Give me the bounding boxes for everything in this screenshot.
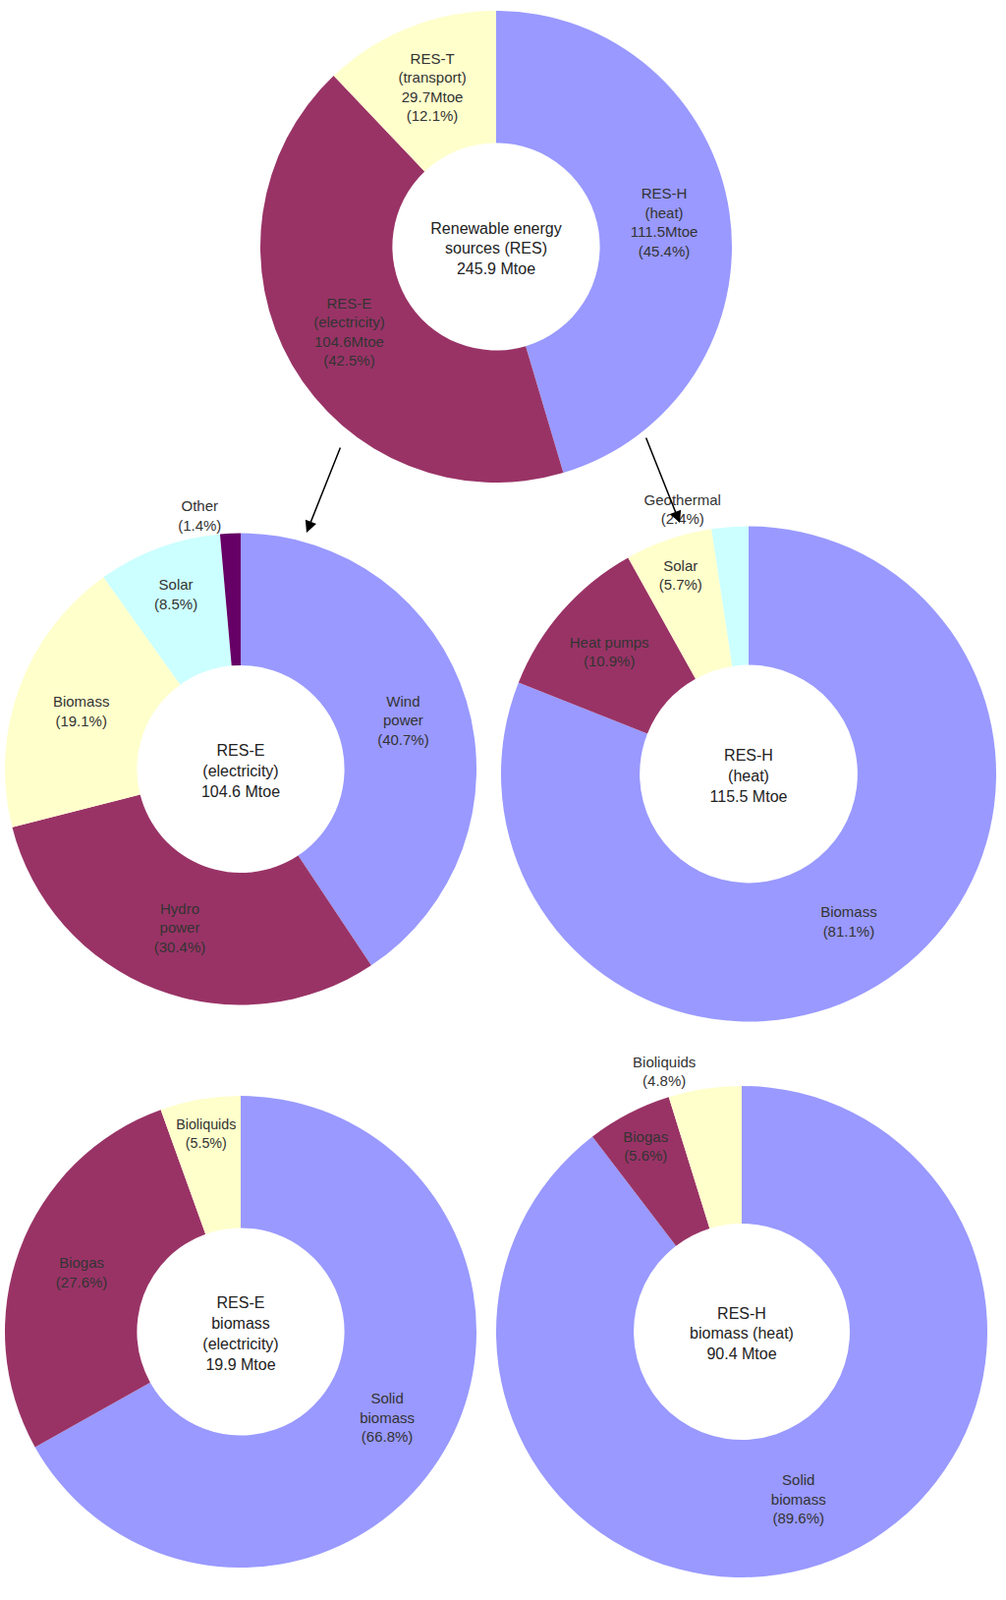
svg-text:Geothermal(2.4%): Geothermal(2.4%) (644, 491, 722, 528)
svg-text:Windpower(40.7%): Windpower(40.7%) (377, 692, 430, 748)
svg-text:Bioliquids(4.8%): Bioliquids(4.8%) (632, 1053, 696, 1090)
svg-text:Biomass(19.1%): Biomass(19.1%) (53, 692, 111, 729)
svg-text:Bioliquids(5.5%): Bioliquids(5.5%) (175, 1116, 236, 1151)
svg-text:Heat pumps(10.9%): Heat pumps(10.9%) (569, 633, 650, 671)
svg-text:Biogas(5.6%): Biogas(5.6%) (622, 1127, 669, 1165)
svg-text:RES-H(heat)115.5 Mtoe: RES-H(heat)115.5 Mtoe (710, 746, 788, 805)
svg-text:Solidbiomass(89.6%): Solidbiomass(89.6%) (771, 1470, 827, 1526)
svg-text:Hydropower(30.4%): Hydropower(30.4%) (154, 899, 207, 955)
svg-text:RES-T(transport)29.7Mtoe(12.1%: RES-T(transport)29.7Mtoe(12.1%) (397, 50, 466, 125)
svg-text:RES-H(heat)111.5Mtoe(45.4%): RES-H(heat)111.5Mtoe(45.4%) (630, 184, 699, 260)
svg-text:Renewable energysources (RES)2: Renewable energysources (RES)245.9 Mtoe (430, 220, 561, 279)
svg-text:Solar(8.5%): Solar(8.5%) (154, 575, 198, 613)
svg-text:Biogas(27.6%): Biogas(27.6%) (55, 1253, 109, 1290)
svg-text:RES-Hbiomass (heat)90.4 Mtoe: RES-Hbiomass (heat)90.4 Mtoe (689, 1304, 794, 1363)
svg-text:RES-Ebiomass(electricity)19.9: RES-Ebiomass(electricity)19.9 Mtoe (202, 1293, 279, 1372)
svg-text:Solar(5.7%): Solar(5.7%) (659, 557, 703, 594)
svg-text:RES-E(electricity)104.6 Mtoe: RES-E(electricity)104.6 Mtoe (201, 741, 280, 800)
svg-text:Biomass(81.1%): Biomass(81.1%) (820, 902, 878, 940)
svg-text:RES-E(electricity)104.6Mtoe(42: RES-E(electricity)104.6Mtoe(42.5%) (313, 294, 386, 370)
svg-text:Solidbiomass(66.8%): Solidbiomass(66.8%) (359, 1389, 415, 1445)
svg-text:Other(1.4%): Other(1.4%) (177, 497, 222, 534)
